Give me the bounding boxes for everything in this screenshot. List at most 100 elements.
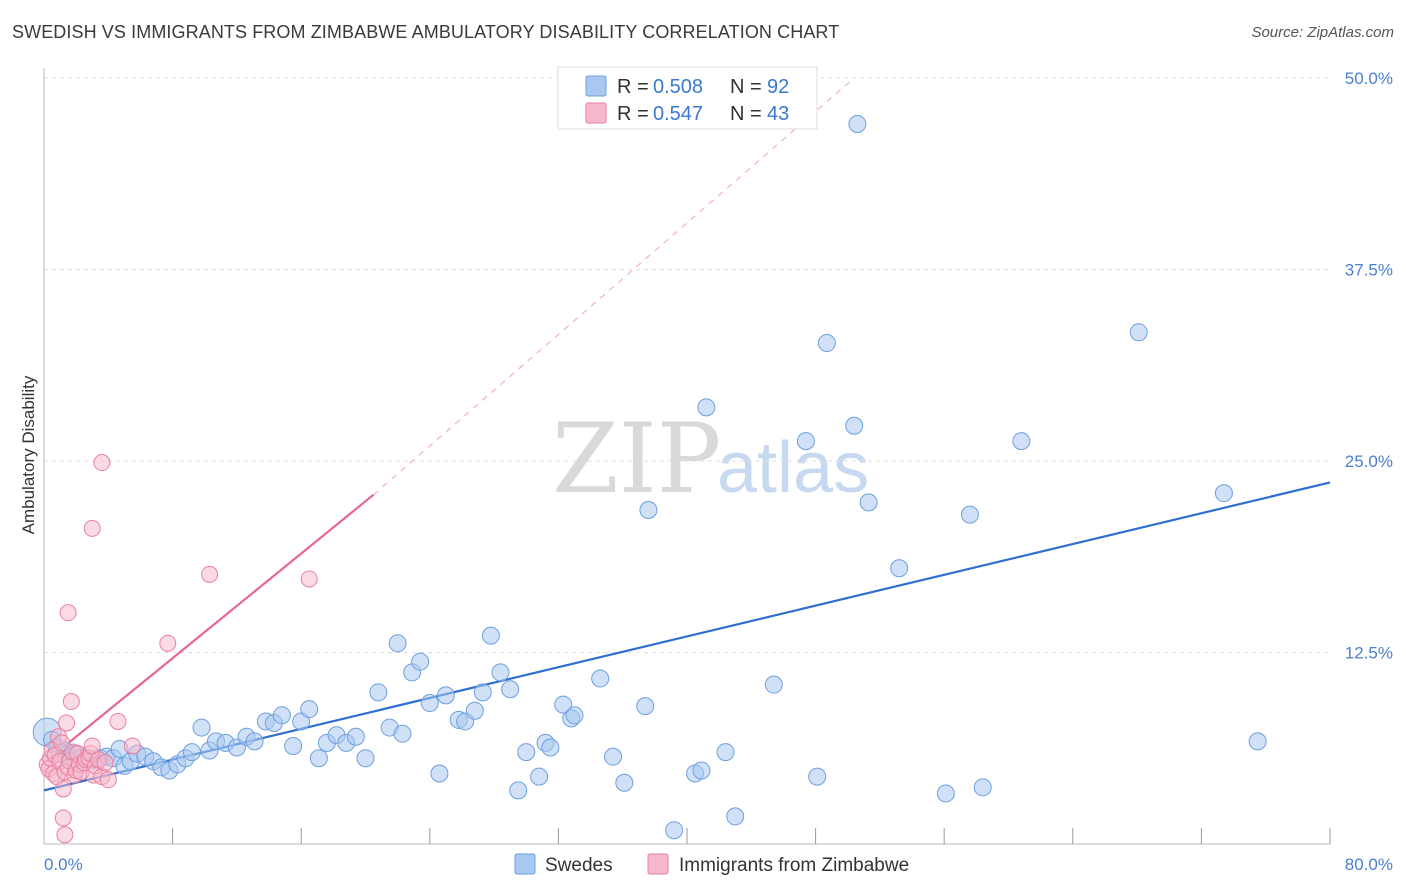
watermark-atlas: atlas [717,428,869,508]
swedes-point [530,767,549,786]
y-tick-label: 25.0% [1345,452,1393,471]
swedes-point [501,680,520,699]
swedes-points [32,114,1267,840]
swedes-point [716,743,735,762]
top-legend: R = 0.508 N = 92 R = 0.547 N = 43 [557,66,818,130]
y-tick-label: 37.5% [1345,261,1393,280]
swedes-point [639,501,658,520]
swedes-point [388,634,407,653]
watermark-zip: ZIP [552,403,721,515]
swedes-point [565,706,584,725]
swedes-point [636,697,655,716]
swedes-point [393,724,412,743]
zimbabwe-points [38,454,318,844]
y-tick-label: 50.0% [1345,69,1393,88]
swedes-point [192,718,211,737]
source-label: Source: ZipAtlas.com [1251,24,1394,41]
zimbabwe-point [53,734,71,752]
y-axis-label: Ambulatory Disability [19,375,38,534]
swedes-point [436,686,455,705]
swedes-point [517,743,536,762]
swedes-point [796,432,815,451]
legend-n-value-2: 43 [767,103,789,125]
swedes-point [615,773,634,792]
zimbabwe-point [54,809,72,827]
zimbabwe-point [59,604,77,622]
swedes-point [604,747,623,766]
bottom-legend-swatch-swedes [514,853,536,875]
zimbabwe-point [58,714,76,732]
legend-r-value-2: 0.547 [653,103,703,125]
zimbabwe-point [99,771,117,789]
swedes-point [1248,732,1267,751]
swedes-point [973,778,992,797]
swedes-point [936,784,955,803]
bottom-legend-swatch-zimbabwe [647,853,669,875]
legend-n-value-1: 92 [767,76,789,98]
bottom-legend-label-swedes: Swedes [545,855,613,876]
zimbabwe-point [201,565,219,583]
swedes-point [541,738,560,757]
swedes-point [420,694,439,713]
zimbabwe-point [83,737,101,755]
swedes-point [465,701,484,720]
swedes-point [848,114,867,133]
legend-swatch-zimbabwe [585,102,607,124]
axes [43,68,1331,845]
y-tick-label: 12.5% [1345,644,1393,663]
swedes-point [1129,323,1148,342]
swedes-point [591,669,610,688]
swedes-point [245,732,264,751]
legend-n-label-1: N = [730,76,762,98]
zimbabwe-point [56,826,74,844]
swedes-point [764,675,783,694]
x-tick-label: 0.0% [44,855,83,874]
zimbabwe-point [54,780,72,798]
swedes-point [845,416,864,435]
swedes-point [1012,432,1031,451]
swedes-point [808,767,827,786]
swedes-point [284,736,303,755]
swedes-point [300,700,319,719]
swedes-point [356,749,375,768]
swedes-point [481,626,500,645]
swedes-point [1214,484,1233,503]
zimbabwe-point [300,570,318,588]
bottom-legend: Swedes Immigrants from Zimbabwe [514,853,909,876]
swedes-point [665,821,684,840]
zimbabwe-point [83,519,101,537]
zimbabwe-point [123,737,141,755]
legend-n-label-2: N = [730,103,762,125]
legend-swatch-swedes [585,75,607,97]
swedes-point [509,781,528,800]
y-tick-labels: 12.5% 25.0% 37.5% 50.0% [1345,69,1393,663]
swedes-point [182,743,201,762]
swedes-point [411,652,430,671]
legend-r-label-1: R = [617,76,649,98]
swedes-point [309,749,328,768]
swedes-point [890,559,909,578]
swedes-point [817,334,836,353]
swedes-point [726,807,745,826]
swedes-point [369,683,388,702]
zimbabwe-trend-extension [373,77,855,496]
swedes-point [692,761,711,780]
swedes-point [859,493,878,512]
x-tick-labels: 0.0% 80.0% [44,855,1393,874]
zimbabwe-point [96,754,114,772]
swedes-point [430,764,449,783]
swedes-point [272,706,291,725]
swedes-point [473,683,492,702]
zimbabwe-point [109,712,127,730]
zimbabwe-point [93,454,111,472]
chart-title: SWEDISH VS IMMIGRANTS FROM ZIMBABWE AMBU… [12,22,840,42]
legend-r-value-1: 0.508 [653,76,703,98]
swedes-point [491,663,510,682]
zimbabwe-point [159,634,177,652]
x-tick-label: 80.0% [1345,855,1393,874]
gridlines [44,77,1330,653]
swedes-point [960,505,979,524]
swedes-point [554,695,573,714]
zimbabwe-trend-line [43,493,375,764]
